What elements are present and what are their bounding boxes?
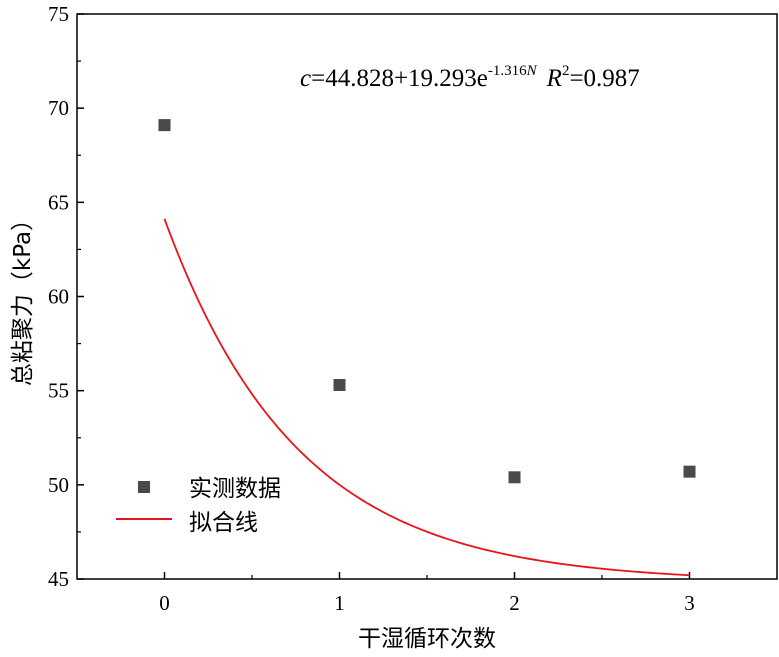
x-tick-label: 0 xyxy=(159,591,170,615)
y-tick-label: 45 xyxy=(48,567,69,591)
legend-label-scatter: 实测数据 xyxy=(189,476,281,502)
y-tick-label: 65 xyxy=(48,190,69,214)
equation-rhs: =44.828+19.293e xyxy=(311,65,488,92)
y-tick-label: 50 xyxy=(48,473,69,497)
x-tick-label: 1 xyxy=(334,591,345,615)
plot-frame xyxy=(76,13,778,580)
legend-marker-scatter xyxy=(138,481,150,493)
data-point xyxy=(158,119,171,132)
r2-var: R xyxy=(546,65,562,92)
data-point xyxy=(683,465,696,478)
y-tick-label: 55 xyxy=(48,379,69,403)
scatter-points xyxy=(158,119,696,484)
y-tick-label: 60 xyxy=(48,285,69,309)
equation-annotation: c=44.828+19.293e-1.316N R2=0.987 xyxy=(300,63,640,92)
r2-value: =0.987 xyxy=(569,65,639,92)
y-tick-label: 75 xyxy=(48,2,69,26)
x-tick-label: 3 xyxy=(684,591,695,615)
y-axis-title: 总粘聚力（kPa） xyxy=(10,208,36,386)
equation-exponent: -1.316 xyxy=(488,63,527,79)
data-point xyxy=(508,471,521,484)
legend: 实测数据 拟合线 xyxy=(116,476,281,536)
fit-line xyxy=(163,218,690,577)
y-tick-label: 70 xyxy=(48,96,69,120)
ticks xyxy=(77,13,691,580)
legend-label-line: 拟合线 xyxy=(189,510,258,536)
data-point xyxy=(333,379,346,392)
x-axis-title: 干湿循环次数 xyxy=(358,626,496,652)
equation-var: c xyxy=(300,65,311,92)
r2-sup: 2 xyxy=(562,63,570,79)
x-tick-label: 2 xyxy=(509,591,520,615)
fit-line-group xyxy=(163,218,690,577)
tick-labels: 0 1 2 3 45 50 55 60 65 70 75 xyxy=(48,2,695,615)
equation-exponent-var: N xyxy=(526,63,538,79)
